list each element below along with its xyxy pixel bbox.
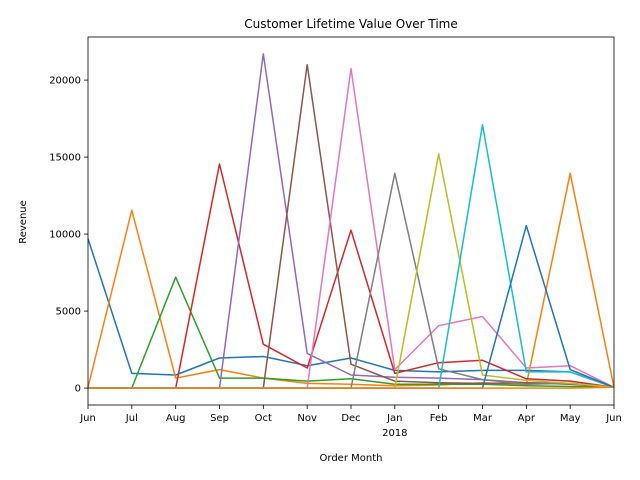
- y-tick-label: 0: [75, 384, 81, 395]
- x-tick-label: Dec: [341, 413, 360, 424]
- y-tick-label: 20000: [49, 76, 81, 87]
- x-tick-label: Nov: [297, 413, 317, 424]
- x-tick-label: Aug: [166, 413, 186, 424]
- x-tick-label: Apr: [518, 413, 536, 424]
- series-line-2: [87, 172, 615, 388]
- x-tick-label: Oct: [255, 413, 272, 424]
- y-axis-ticks: 0 5000 10000 15000 20000: [49, 76, 88, 395]
- y-tick-label: 15000: [49, 153, 81, 164]
- x-tick-label: Sep: [210, 413, 229, 424]
- x-axis-label: Order Month: [320, 453, 383, 464]
- y-tick-label: 5000: [56, 307, 81, 318]
- x-tick-label: May: [560, 413, 581, 424]
- series-line-3: [88, 276, 615, 389]
- y-axis-label: Revenue: [18, 200, 29, 244]
- chart-title: Customer Lifetime Value Over Time: [244, 17, 457, 31]
- x-axis-ticks: Jun Jul Aug Sep Oct Nov Dec Jan Feb Mar Apr May Jun: [79, 405, 622, 424]
- x-tick-label: Feb: [430, 413, 448, 424]
- x-tick-label: Jun: [79, 413, 96, 424]
- x-tick-label: Jul: [125, 413, 138, 424]
- x-tick-label: Jun: [605, 413, 622, 424]
- series-line-12: [88, 386, 615, 389]
- x-tick-label: Jan: [386, 413, 402, 424]
- x-tick-label: Mar: [473, 413, 493, 424]
- series-lines: [87, 53, 615, 389]
- x-year-label: 2018: [382, 428, 407, 439]
- y-tick-label: 10000: [49, 230, 81, 241]
